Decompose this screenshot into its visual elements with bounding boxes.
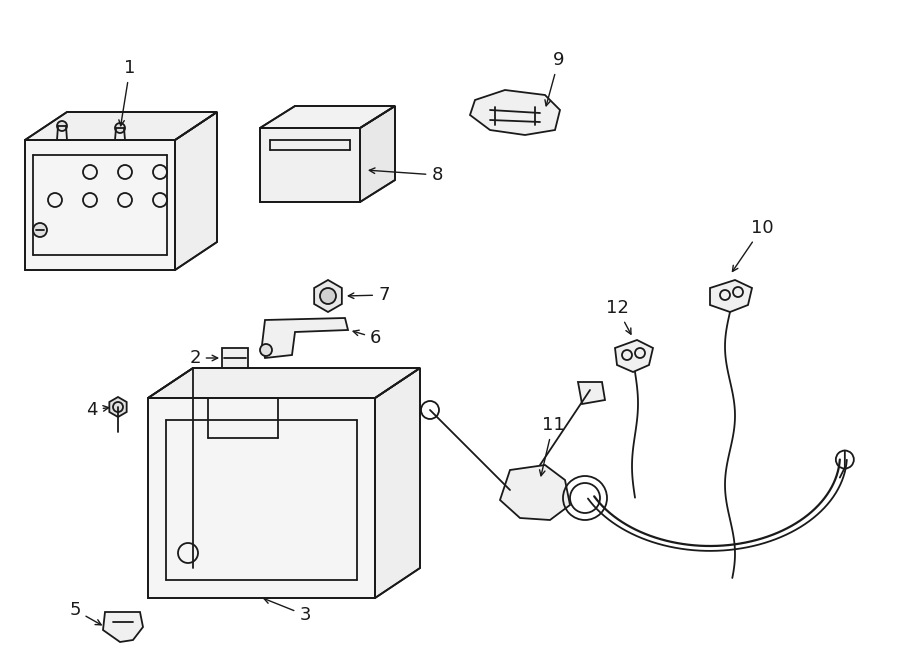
- Text: 5: 5: [69, 601, 101, 625]
- Polygon shape: [175, 112, 217, 270]
- Polygon shape: [578, 382, 605, 404]
- Polygon shape: [262, 318, 348, 358]
- Polygon shape: [470, 90, 560, 135]
- Text: 9: 9: [544, 51, 564, 106]
- Polygon shape: [360, 106, 395, 202]
- Polygon shape: [375, 368, 420, 598]
- Circle shape: [260, 344, 272, 356]
- Text: 7: 7: [348, 286, 390, 304]
- Text: 11: 11: [540, 416, 564, 476]
- Polygon shape: [222, 348, 248, 378]
- Polygon shape: [148, 368, 420, 398]
- Text: 4: 4: [86, 401, 109, 419]
- Circle shape: [320, 288, 336, 304]
- Polygon shape: [103, 612, 143, 642]
- Polygon shape: [314, 280, 342, 312]
- Polygon shape: [25, 140, 175, 270]
- Text: 1: 1: [119, 59, 136, 126]
- Text: 6: 6: [353, 329, 382, 347]
- Circle shape: [33, 223, 47, 237]
- Polygon shape: [260, 106, 395, 128]
- Text: 2: 2: [189, 349, 218, 367]
- Text: 3: 3: [264, 598, 310, 624]
- Polygon shape: [260, 128, 360, 202]
- Text: 12: 12: [606, 299, 631, 334]
- Polygon shape: [109, 397, 127, 417]
- Polygon shape: [148, 398, 375, 598]
- Text: 8: 8: [369, 166, 443, 184]
- Polygon shape: [500, 465, 570, 520]
- Polygon shape: [25, 112, 217, 140]
- Text: 10: 10: [733, 219, 773, 272]
- Circle shape: [115, 123, 125, 133]
- Polygon shape: [710, 280, 752, 312]
- Polygon shape: [615, 340, 653, 372]
- Circle shape: [57, 121, 67, 131]
